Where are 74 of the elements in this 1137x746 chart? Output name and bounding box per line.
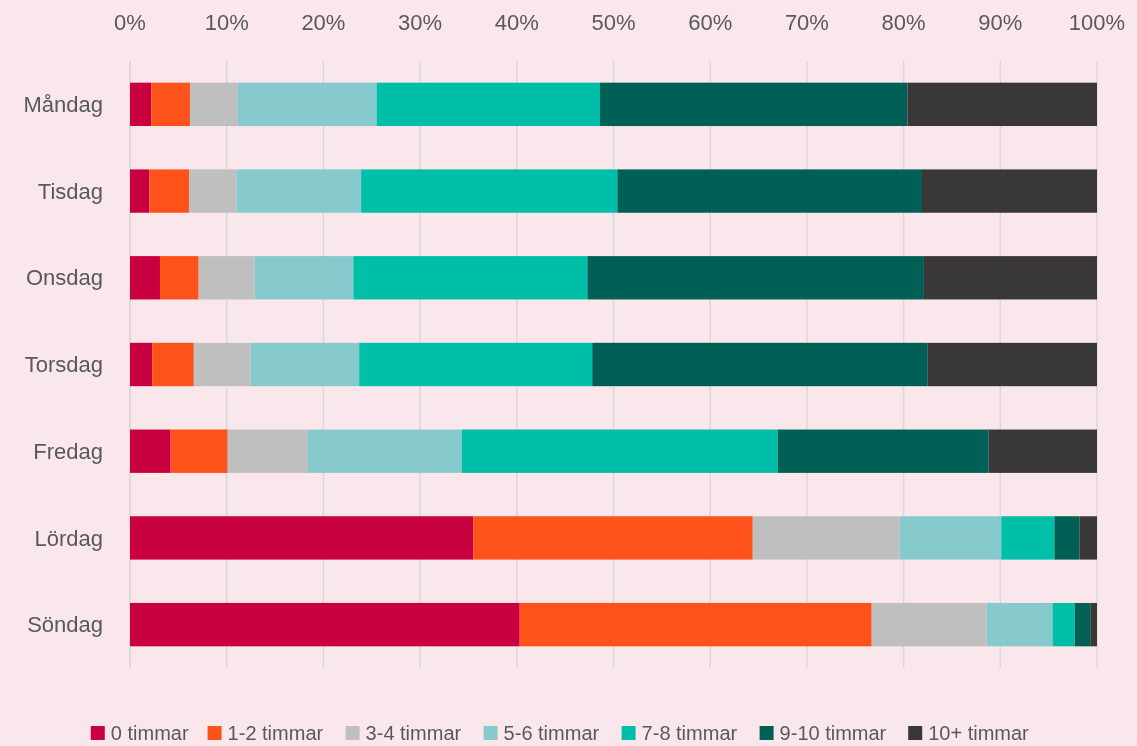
- legend-label: 10+ timmar: [928, 722, 1030, 744]
- bar: [921, 169, 1097, 213]
- bar: [1090, 602, 1097, 647]
- bar: [1052, 602, 1075, 647]
- bar: [170, 429, 228, 473]
- bar: [130, 516, 474, 560]
- bar: [130, 429, 171, 473]
- bar: [130, 342, 153, 387]
- bar: [899, 516, 1002, 560]
- x-tick-label: 90%: [978, 10, 1023, 35]
- bar: [1054, 516, 1080, 560]
- bar: [188, 169, 237, 213]
- bar: [250, 342, 360, 387]
- bar: [254, 256, 354, 300]
- bar: [198, 256, 255, 300]
- y-tick-label: Fredag: [33, 438, 103, 464]
- x-tick-label: 40%: [494, 10, 539, 35]
- bar: [927, 342, 1097, 387]
- legend-label: 3-4 timmar: [365, 722, 462, 744]
- legend-label: 0 timmar: [110, 722, 189, 744]
- bar: [988, 429, 1097, 473]
- bar: [473, 516, 753, 560]
- x-tick-label: 70%: [784, 10, 829, 35]
- bar: [907, 82, 1097, 127]
- y-tick-label: Lördag: [34, 525, 103, 551]
- bar: [986, 602, 1053, 647]
- bar: [752, 516, 900, 560]
- x-tick-label: 20%: [301, 10, 346, 35]
- bar: [130, 169, 150, 213]
- bar: [592, 342, 928, 387]
- bar: [923, 256, 1097, 300]
- bar: [152, 342, 194, 387]
- bar: [1074, 602, 1091, 647]
- bar: [159, 256, 199, 300]
- x-tick-label: 0%: [114, 10, 146, 35]
- bar: [189, 82, 238, 127]
- x-tick-label: 30%: [398, 10, 443, 35]
- bar: [461, 429, 778, 473]
- x-tick-label: 60%: [688, 10, 733, 35]
- legend-label: 7-8 timmar: [641, 722, 738, 744]
- bar: [361, 169, 618, 213]
- y-tick-label: Torsdag: [24, 352, 103, 378]
- x-tick-label: 10%: [204, 10, 249, 35]
- y-tick-label: Måndag: [23, 92, 103, 118]
- x-tick-label: 80%: [881, 10, 926, 35]
- bar: [1079, 516, 1097, 560]
- bar: [519, 602, 872, 647]
- bar: [130, 256, 160, 300]
- bar: [1001, 516, 1055, 560]
- bar: [617, 169, 922, 213]
- bar: [359, 342, 593, 387]
- x-tick-label: 100%: [1068, 10, 1126, 35]
- bar: [130, 602, 520, 647]
- bar: [149, 169, 189, 213]
- legend-label: 9-10 timmar: [779, 722, 887, 744]
- bar: [130, 82, 152, 127]
- bar: [307, 429, 462, 473]
- y-tick-label: Onsdag: [25, 265, 103, 291]
- bar: [236, 169, 362, 213]
- x-tick-label: 50%: [591, 10, 636, 35]
- bar: [871, 602, 987, 647]
- bar: [227, 429, 308, 473]
- bar: [376, 82, 600, 127]
- bar: [237, 82, 377, 127]
- legend-label: 5-6 timmar: [503, 722, 600, 744]
- bar: [353, 256, 588, 300]
- bar: [587, 256, 924, 300]
- bar: [599, 82, 908, 127]
- legend-label: 1-2 timmar: [227, 722, 324, 744]
- bar: [151, 82, 190, 127]
- bar: [193, 342, 251, 387]
- y-tick-label: Söndag: [27, 612, 103, 638]
- bar: [777, 429, 989, 473]
- y-tick-label: Tisdag: [37, 178, 103, 204]
